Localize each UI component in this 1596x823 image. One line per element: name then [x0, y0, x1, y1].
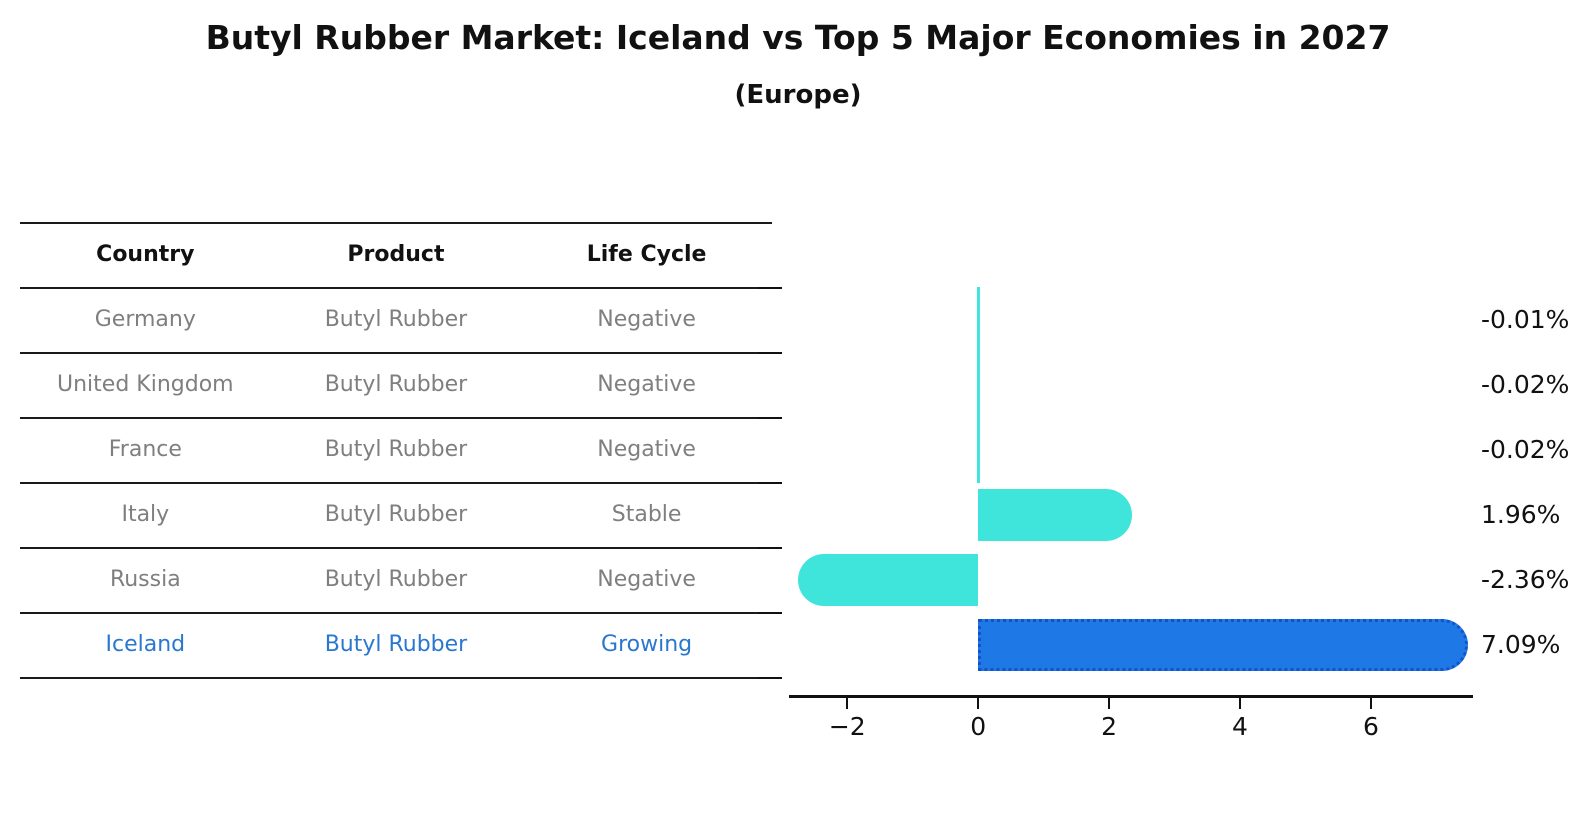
cell-product: Butyl Rubber [324, 372, 468, 397]
cell-product: Butyl Rubber [324, 567, 468, 592]
bar-value-label: 7.09% [1481, 630, 1561, 659]
bar-iceland [978, 619, 1469, 671]
x-axis-line [789, 695, 1473, 698]
table-header-product: Product [347, 242, 445, 267]
x-tick-label: 0 [970, 712, 987, 741]
table-row: United Kingdom Butyl Rubber Negative [20, 352, 772, 417]
table-rule [20, 547, 772, 549]
x-axis-tick [846, 698, 849, 709]
bar-value-label: -0.02% [1481, 370, 1570, 399]
y-axis-tick [758, 416, 782, 419]
cell-product: Butyl Rubber [324, 437, 468, 462]
bar-value-label: -2.36% [1481, 565, 1570, 594]
y-axis-tick [758, 676, 782, 679]
y-axis-tick [758, 286, 782, 289]
x-tick-label: −2 [828, 712, 866, 741]
table-rule [20, 677, 772, 679]
bar-russia [797, 554, 979, 606]
bar-value-label: -0.01% [1481, 305, 1570, 334]
cell-country: United Kingdom [57, 372, 234, 397]
bar-value-label: -0.02% [1481, 435, 1570, 464]
table-rule [20, 417, 772, 419]
x-tick-label: 2 [1101, 712, 1118, 741]
bar-value-label: 1.96% [1481, 500, 1561, 529]
cell-lifecycle: Negative [597, 307, 696, 332]
cell-lifecycle: Growing [601, 632, 693, 657]
table-row: France Butyl Rubber Negative [20, 417, 772, 482]
bar-united-kingdom [977, 352, 981, 418]
cell-country: Russia [109, 567, 181, 592]
cell-product: Butyl Rubber [324, 502, 468, 527]
cell-lifecycle: Negative [597, 437, 696, 462]
cell-country: Iceland [105, 632, 186, 657]
table-rule [20, 222, 772, 224]
y-axis-tick [758, 481, 782, 484]
cell-country: Germany [94, 307, 196, 332]
bar-germany [977, 287, 981, 353]
table-row: Russia Butyl Rubber Negative [20, 547, 772, 612]
table-row: Germany Butyl Rubber Negative [20, 287, 772, 352]
cell-country: Italy [121, 502, 170, 527]
table-row: Iceland Butyl Rubber Growing [20, 612, 772, 677]
x-axis-tick [1108, 698, 1111, 709]
table-rule [20, 352, 772, 354]
y-axis-tick [758, 611, 782, 614]
bar-france [977, 417, 981, 483]
bar-italy [978, 489, 1133, 541]
cell-country: France [108, 437, 182, 462]
cell-lifecycle: Negative [597, 567, 696, 592]
x-axis-tick [1369, 698, 1372, 709]
cell-lifecycle: Stable [611, 502, 682, 527]
cell-lifecycle: Negative [597, 372, 696, 397]
table-row: Italy Butyl Rubber Stable [20, 482, 772, 547]
chart-subtitle: (Europe) [734, 80, 862, 110]
chart-title: Butyl Rubber Market: Iceland vs Top 5 Ma… [205, 18, 1391, 57]
table-rule [20, 287, 772, 289]
x-axis-tick [977, 698, 980, 709]
x-axis-tick [1238, 698, 1241, 709]
table-header-lifecycle: Life Cycle [586, 242, 707, 267]
cell-product: Butyl Rubber [324, 307, 468, 332]
y-axis-tick [758, 546, 782, 549]
x-tick-label: 4 [1232, 712, 1248, 741]
table-rule [20, 482, 772, 484]
table-header-country: Country [96, 242, 195, 267]
cell-product: Butyl Rubber [324, 632, 468, 657]
x-tick-label: 6 [1362, 712, 1379, 741]
table-rule [20, 612, 772, 614]
y-axis-tick [758, 351, 782, 354]
table-header-row: Country Product Life Cycle [20, 222, 772, 287]
